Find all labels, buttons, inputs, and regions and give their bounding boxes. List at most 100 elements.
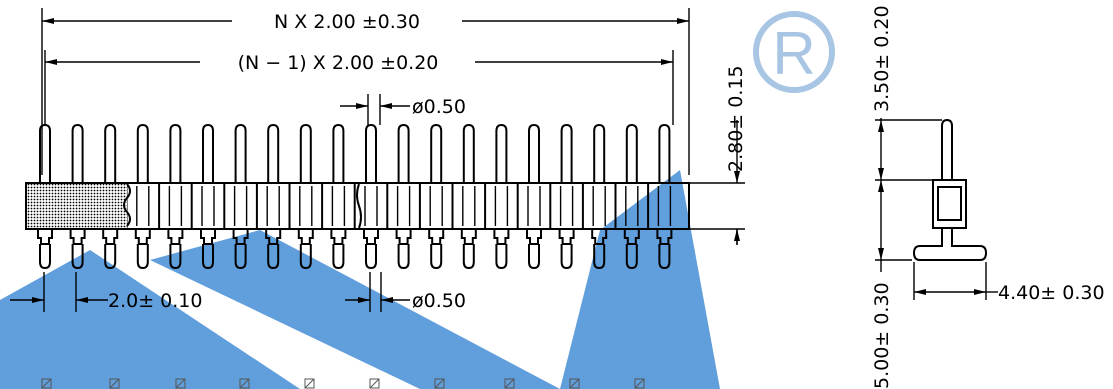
pin-lower [430,244,443,270]
pin-upper [267,123,280,183]
pin-upper [234,123,247,183]
pin-shoulder [297,229,314,245]
pin-upper [299,123,312,183]
side-view: 3.50± 0.20 5.00± 0.30 4.40± 0.30 [869,0,1105,389]
pin-upper [593,123,606,183]
pin-shoulder [428,229,445,245]
pin-lower [202,244,214,270]
pin [200,123,226,270]
side-foot-length-label: 4.40± 0.30 [998,282,1105,304]
pin [265,123,291,270]
pin [167,123,193,270]
watermark: R [0,11,835,389]
pin-shoulder [134,229,151,245]
pin-diameter-bottom-label: ø0.50 [412,290,466,312]
pin [232,123,258,270]
pin-upper [71,123,84,183]
pin-shoulder [395,229,412,245]
pin-upper [365,123,377,183]
pin [330,123,356,270]
pin-shoulder [37,229,53,245]
pin-shoulder [656,229,673,245]
pin-lower [397,244,410,270]
pin-lower [104,244,117,270]
pin-shoulder [558,229,575,245]
edge-mark-slash [304,378,315,389]
side-pin-upper [941,118,953,180]
pin-upper [332,123,345,183]
registered-mark-letter: R [772,20,815,87]
pin-shoulder [460,229,477,245]
side-body [932,179,967,229]
pin-lower [136,244,149,270]
pin-shoulder [493,229,510,245]
registered-mark: R [753,11,835,93]
header-body [25,182,690,230]
pin-lower [299,244,312,270]
pin-upper [658,123,671,183]
pin [297,123,324,270]
pin-upper [560,123,573,183]
break-line-center [356,183,362,229]
bottom-marks [41,378,645,389]
side-top-length-label: 3.50± 0.20 [871,5,893,112]
pin-upper [625,123,638,183]
pin [493,123,519,270]
pin-lower [169,244,182,270]
pin-upper [169,123,182,183]
pin-shoulder [526,229,542,245]
edge-mark-slash [369,378,380,389]
pin-lower [332,244,345,270]
pin-shoulder [200,229,216,245]
pin [134,123,161,270]
edge-mark [109,378,120,389]
pin [428,123,454,270]
pin-lower [495,244,508,270]
pin [623,123,650,270]
side-bottom-length-label: 5.00± 0.30 [871,282,893,389]
edge-mark [369,378,380,389]
pin-upper [39,123,51,183]
pin [591,123,617,270]
pin-lower [560,244,573,270]
pin-shoulder [69,229,86,245]
pin-lower [365,244,377,270]
pin-lower [625,244,638,270]
pin-lower [71,244,84,270]
pin [558,123,584,270]
pin-shoulder [232,229,249,245]
edge-mark [504,378,515,389]
edge-mark [175,378,186,389]
edge-mark-slash [109,378,120,389]
pin-shoulder [623,229,640,245]
pin-upper [528,123,540,183]
pin-shoulder [102,229,119,245]
pin-upper [104,123,117,183]
pin-shoulder [167,229,184,245]
watermark-stripe-center [150,230,560,389]
upper-pin-height-label: 2.80± 0.15 [725,65,747,172]
edge-mark-slash [175,378,186,389]
edge-mark [569,378,580,389]
pin-lower [528,244,540,270]
pin-lower [267,244,280,270]
pin [526,123,552,270]
pin [656,123,673,270]
edge-mark-slash [239,378,250,389]
edge-mark-slash [569,378,580,389]
edge-mark [239,378,250,389]
pin-lower [593,244,606,270]
edge-mark [634,378,645,389]
edge-mark-slash [41,378,52,389]
hatched-section [27,184,127,228]
overall-length-label: N X 2.00 ±0.30 [274,11,420,33]
pin-upper [202,123,214,183]
pin-shoulder [330,229,347,245]
pin-lower [658,244,671,270]
watermark-stripe-right [560,170,720,389]
watermark-stripe-left [0,250,300,389]
edge-mark-slash [634,378,645,389]
pin-upper [397,123,410,183]
pitch-span-label: (N − 1) X 2.00 ±0.20 [238,52,439,74]
